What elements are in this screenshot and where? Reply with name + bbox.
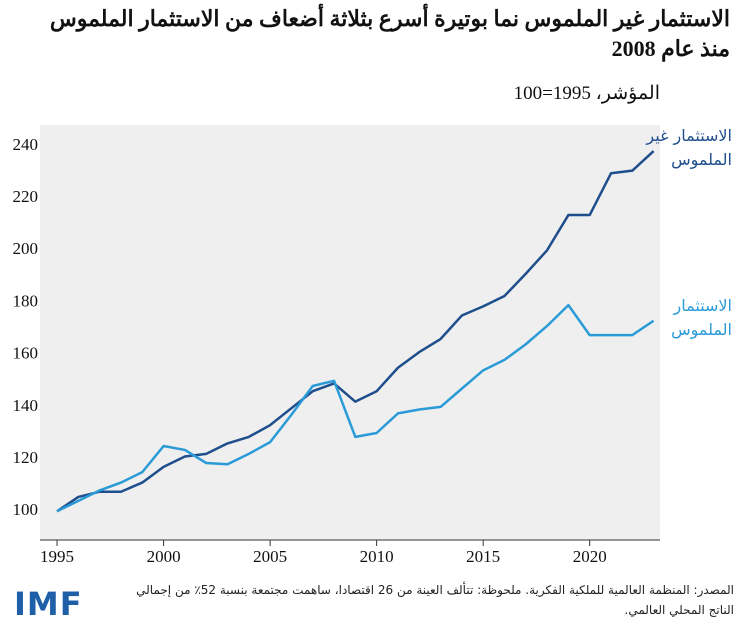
legend-label: الاستثمار غير الملموس — [646, 126, 732, 169]
logo: IMF — [14, 585, 83, 623]
chart-subtitle: المؤشر، 1995=100 — [513, 83, 660, 104]
y-tick-label: 200 — [13, 239, 39, 258]
x-tick-label: 2010 — [360, 547, 394, 566]
series-line — [56, 303, 655, 513]
x-tick-label: 2020 — [573, 547, 607, 566]
y-tick-label: 180 — [13, 291, 39, 310]
series-line — [56, 150, 655, 513]
legend-label: الاستثمار الملموس — [671, 296, 732, 339]
x-tick-label: 2005 — [253, 547, 287, 566]
y-tick-label: 140 — [13, 396, 39, 415]
y-tick-label: 220 — [13, 187, 39, 206]
x-tick-label: 1995 — [40, 547, 74, 566]
y-tick-label: 240 — [13, 135, 39, 154]
chart-title: الاستثمار غير الملموس نما بوتيرة أسرع بث… — [49, 6, 730, 61]
x-tick-label: 2015 — [466, 547, 500, 566]
x-tick-label: 2000 — [147, 547, 181, 566]
source-note: المصدر: المنظمة العالمية للملكية الفكرية… — [136, 583, 734, 617]
y-tick-label: 120 — [13, 448, 39, 467]
y-tick-label: 160 — [13, 344, 39, 363]
y-tick-label: 100 — [13, 500, 39, 519]
